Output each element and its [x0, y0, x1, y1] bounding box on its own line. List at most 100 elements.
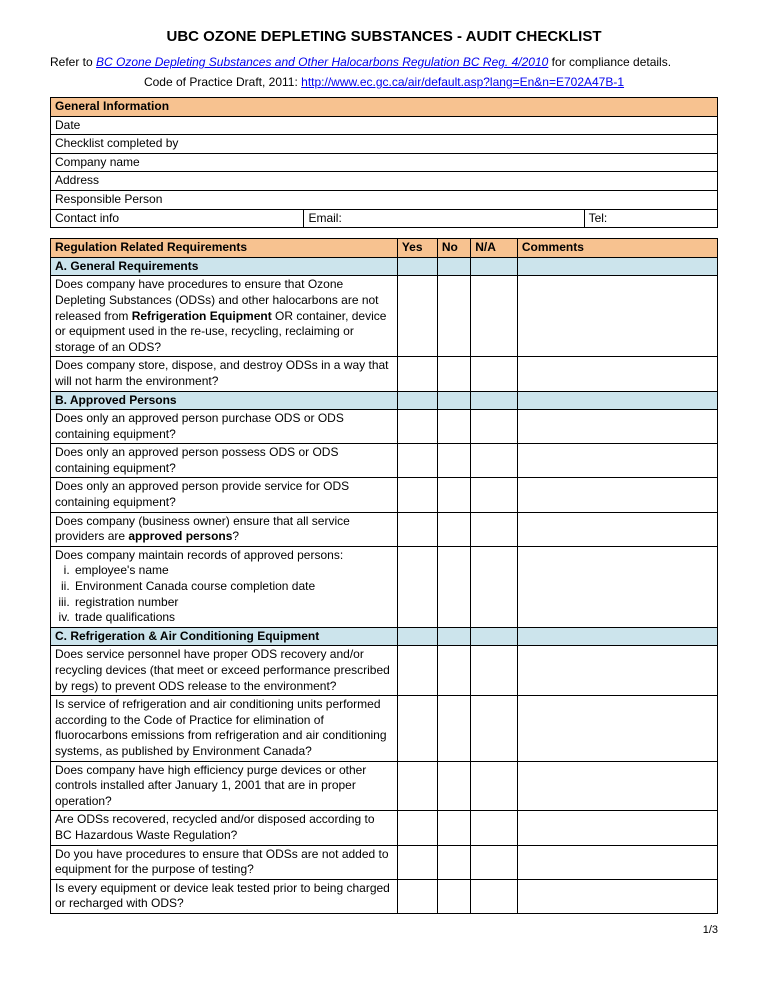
code-of-practice-line: Code of Practice Draft, 2011: http://www…: [50, 75, 718, 89]
cell-yes[interactable]: [397, 646, 437, 696]
ref-prefix: Refer to: [50, 55, 96, 69]
req-c1: Does service personnel have proper ODS r…: [51, 646, 398, 696]
cell-yes[interactable]: [397, 512, 437, 546]
cell-no[interactable]: [437, 761, 470, 811]
col-na: N/A: [471, 239, 518, 258]
cell-na[interactable]: [471, 646, 518, 696]
cell-blank: [397, 627, 437, 646]
cell-yes[interactable]: [397, 410, 437, 444]
cell-yes[interactable]: [397, 761, 437, 811]
cell-yes[interactable]: [397, 276, 437, 357]
cell-no[interactable]: [437, 546, 470, 627]
cell-no[interactable]: [437, 879, 470, 913]
cell-yes[interactable]: [397, 478, 437, 512]
cell-comments[interactable]: [517, 512, 717, 546]
cell-no[interactable]: [437, 276, 470, 357]
cell-comments[interactable]: [517, 444, 717, 478]
req-b2: Does only an approved person possess ODS…: [51, 444, 398, 478]
code-link[interactable]: http://www.ec.gc.ca/air/default.asp?lang…: [301, 75, 624, 89]
cell-comments[interactable]: [517, 646, 717, 696]
text-bold: Refrigeration Equipment: [132, 309, 272, 323]
req-b5: Does company maintain records of approve…: [51, 546, 398, 627]
gi-email-label: Email:: [304, 209, 584, 228]
cell-na[interactable]: [471, 546, 518, 627]
cell-comments[interactable]: [517, 357, 717, 391]
req-b3: Does only an approved person provide ser…: [51, 478, 398, 512]
cell-no[interactable]: [437, 357, 470, 391]
regulation-link[interactable]: BC Ozone Depleting Substances and Other …: [96, 55, 548, 69]
cell-no[interactable]: [437, 845, 470, 879]
cell-no[interactable]: [437, 478, 470, 512]
req-header: Regulation Related Requirements: [51, 239, 398, 258]
col-comments: Comments: [517, 239, 717, 258]
b5-iv: trade qualifications: [73, 610, 393, 626]
cell-blank: [437, 257, 470, 276]
col-yes: Yes: [397, 239, 437, 258]
req-a1: Does company have procedures to ensure t…: [51, 276, 398, 357]
cell-comments[interactable]: [517, 696, 717, 761]
cell-blank: [517, 627, 717, 646]
cell-blank: [471, 627, 518, 646]
gi-address: Address: [51, 172, 718, 191]
cell-na[interactable]: [471, 410, 518, 444]
cell-blank: [397, 257, 437, 276]
page-title: UBC OZONE DEPLETING SUBSTANCES - AUDIT C…: [50, 28, 718, 45]
req-c3: Does company have high efficiency purge …: [51, 761, 398, 811]
cell-comments[interactable]: [517, 845, 717, 879]
cell-comments[interactable]: [517, 546, 717, 627]
cell-no[interactable]: [437, 646, 470, 696]
cell-no[interactable]: [437, 512, 470, 546]
gi-tel-label: Tel:: [584, 209, 717, 228]
reference-line: Refer to BC Ozone Depleting Substances a…: [50, 55, 718, 69]
ref-suffix: for compliance details.: [548, 55, 671, 69]
cell-yes[interactable]: [397, 546, 437, 627]
cell-blank: [517, 257, 717, 276]
cell-yes[interactable]: [397, 879, 437, 913]
cell-comments[interactable]: [517, 276, 717, 357]
cell-na[interactable]: [471, 845, 518, 879]
cell-blank: [437, 627, 470, 646]
cell-na[interactable]: [471, 879, 518, 913]
cell-na[interactable]: [471, 761, 518, 811]
cell-comments[interactable]: [517, 478, 717, 512]
cell-na[interactable]: [471, 512, 518, 546]
cell-no[interactable]: [437, 811, 470, 845]
cell-na[interactable]: [471, 357, 518, 391]
cell-comments[interactable]: [517, 410, 717, 444]
cell-na[interactable]: [471, 478, 518, 512]
cell-no[interactable]: [437, 696, 470, 761]
cell-no[interactable]: [437, 410, 470, 444]
cell-na[interactable]: [471, 276, 518, 357]
text: ?: [232, 529, 239, 543]
cell-na[interactable]: [471, 444, 518, 478]
cell-na[interactable]: [471, 811, 518, 845]
cell-comments[interactable]: [517, 811, 717, 845]
cell-na[interactable]: [471, 696, 518, 761]
req-c5: Do you have procedures to ensure that OD…: [51, 845, 398, 879]
cell-yes[interactable]: [397, 444, 437, 478]
cell-blank: [517, 391, 717, 410]
cell-blank: [437, 391, 470, 410]
cell-yes[interactable]: [397, 811, 437, 845]
cell-yes[interactable]: [397, 696, 437, 761]
req-c4: Are ODSs recovered, recycled and/or disp…: [51, 811, 398, 845]
section-a-header: A. General Requirements: [51, 257, 398, 276]
text: Does company maintain records of approve…: [55, 548, 343, 562]
gi-company: Company name: [51, 153, 718, 172]
req-b4: Does company (business owner) ensure tha…: [51, 512, 398, 546]
page-number: 1/3: [50, 924, 718, 936]
cell-blank: [471, 391, 518, 410]
cell-comments[interactable]: [517, 879, 717, 913]
col-no: No: [437, 239, 470, 258]
cell-no[interactable]: [437, 444, 470, 478]
gi-responsible: Responsible Person: [51, 190, 718, 209]
req-c2: Is service of refrigeration and air cond…: [51, 696, 398, 761]
section-c-header: C. Refrigeration & Air Conditioning Equi…: [51, 627, 398, 646]
cell-yes[interactable]: [397, 845, 437, 879]
req-b1: Does only an approved person purchase OD…: [51, 410, 398, 444]
cell-comments[interactable]: [517, 761, 717, 811]
general-info-header: General Information: [51, 98, 718, 117]
cell-yes[interactable]: [397, 357, 437, 391]
b5-iii: registration number: [73, 595, 393, 611]
gi-contact: Contact info: [51, 209, 304, 228]
